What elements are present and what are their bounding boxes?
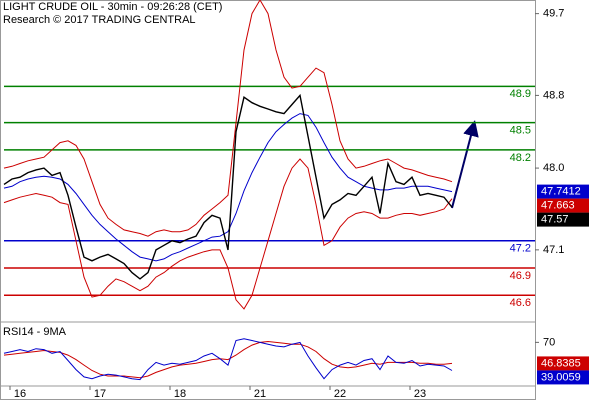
series-line bbox=[3, 93, 453, 280]
value-box bbox=[537, 198, 589, 213]
x-tick-label: 21 bbox=[254, 388, 266, 400]
value-box bbox=[537, 212, 589, 227]
value-box-label: 47.7412 bbox=[541, 186, 581, 198]
level-label: 48.9 bbox=[510, 88, 531, 100]
value-box-label: 47.663 bbox=[541, 200, 575, 212]
level-label: 48.2 bbox=[510, 152, 531, 164]
x-tick-label: 22 bbox=[334, 388, 346, 400]
level-label: 48.5 bbox=[510, 125, 531, 137]
y-tick-label: 47.1 bbox=[543, 244, 564, 256]
y-tick-label: 48.8 bbox=[543, 89, 564, 101]
series-line bbox=[3, 338, 453, 381]
value-box-label: 47.57 bbox=[541, 214, 569, 226]
level-label: 46.6 bbox=[510, 297, 531, 309]
y-tick-label: 48.0 bbox=[543, 162, 564, 174]
value-box bbox=[537, 184, 589, 199]
chart-title: LIGHT CRUDE OIL - 30min - 09:26:28 (CET) bbox=[3, 1, 222, 13]
series-line bbox=[3, 158, 453, 310]
y-tick-label: 49.7 bbox=[543, 8, 564, 20]
chart-subtitle: Research © 2017 TRADING CENTRAL bbox=[3, 14, 196, 26]
value-box bbox=[537, 356, 589, 371]
series-line bbox=[3, 340, 453, 379]
x-tick-label: 18 bbox=[174, 388, 186, 400]
rsi-title: RSI14 - 9MA bbox=[3, 326, 67, 338]
level-label: 46.9 bbox=[510, 270, 531, 282]
value-box bbox=[537, 370, 589, 385]
value-box-label: 46.8385 bbox=[541, 357, 581, 369]
y-tick-label: 70 bbox=[543, 336, 555, 348]
x-tick-label: 23 bbox=[414, 388, 426, 400]
series-line bbox=[3, 0, 453, 237]
x-tick-label: 17 bbox=[94, 388, 106, 400]
series-line bbox=[3, 113, 453, 262]
x-tick-label: 16 bbox=[14, 388, 26, 400]
forecast-arrow bbox=[451, 120, 479, 209]
level-label: 47.2 bbox=[510, 243, 531, 255]
value-box-label: 39.0059 bbox=[541, 371, 581, 383]
